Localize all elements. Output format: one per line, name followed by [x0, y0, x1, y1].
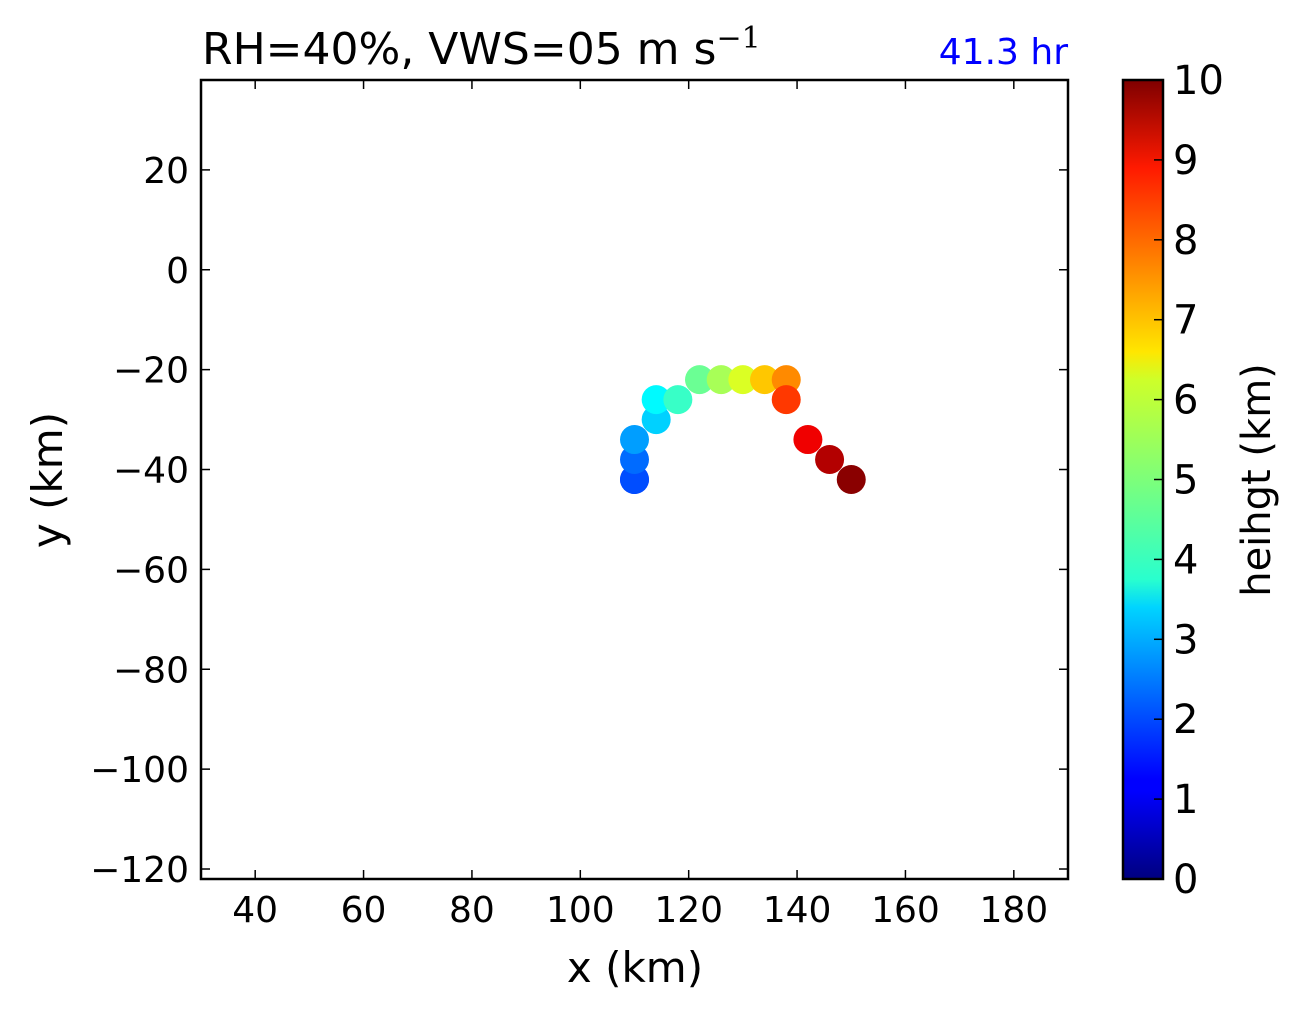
data-point	[663, 385, 693, 415]
x-tick-label: 40	[232, 890, 278, 931]
x-tick-label: 60	[341, 890, 387, 931]
x-tick-label: 100	[546, 890, 615, 931]
colorbar-tick-label: 3	[1173, 617, 1198, 663]
colorbar-tick-label: 1	[1173, 777, 1198, 823]
data-point	[771, 365, 801, 395]
y-axis-title: y (km)	[23, 412, 72, 548]
data-point	[641, 405, 671, 435]
y-tick-label: 20	[143, 151, 189, 192]
chart-title: RH=40%, VWS=05 m s−1	[202, 21, 761, 75]
x-axis-title: x (km)	[567, 943, 703, 992]
time-label: 41.3 hr	[939, 32, 1068, 73]
y-tick-label: −80	[113, 650, 189, 691]
x-tick-label: 120	[654, 890, 723, 931]
colorbar-tick-label: 9	[1173, 138, 1198, 184]
y-tick-label: −100	[90, 750, 189, 791]
data-point	[815, 445, 845, 475]
x-tick-label: 180	[979, 890, 1048, 931]
chart-title-exponent: −1	[716, 21, 760, 56]
x-tick-label: 140	[763, 890, 832, 931]
data-point	[641, 385, 671, 415]
x-tick-label: 160	[871, 890, 940, 931]
y-tick-label: −120	[90, 850, 189, 891]
colorbar-tick-label: 5	[1173, 458, 1198, 504]
y-tick-label: −20	[113, 351, 189, 392]
data-point	[728, 365, 758, 395]
data-point	[750, 365, 780, 395]
colorbar-tick-label: 7	[1173, 298, 1198, 344]
colorbar-tick-label: 0	[1173, 857, 1198, 903]
data-points	[620, 365, 866, 494]
data-point	[620, 445, 649, 475]
data-point	[620, 465, 649, 494]
colorbar-label: heihgt (km)	[1234, 363, 1280, 597]
colorbar-tick-label: 4	[1173, 537, 1198, 583]
data-point	[771, 385, 801, 415]
y-tick-label: 0	[166, 251, 189, 292]
x-tick-label: 80	[449, 890, 495, 931]
data-point	[836, 465, 866, 494]
data-point	[706, 365, 736, 395]
data-point	[620, 425, 649, 455]
y-tick-label: −40	[113, 451, 189, 492]
colorbar-tick-label: 8	[1173, 218, 1198, 264]
chart-title-main: RH=40%, VWS=05 m s	[202, 24, 716, 75]
colorbar-tick-label: 6	[1173, 378, 1198, 424]
y-tick-label: −60	[113, 550, 189, 591]
colorbar-tick-label: 10	[1173, 58, 1224, 104]
axis-ticks: 40 60 80 100 120 140 160 180200−20−40−60−80−100…	[90, 80, 1068, 931]
colorbar-tick-label: 2	[1173, 697, 1198, 743]
colorbar-ticks: 0 1 2 3 4 5 6 7 8 9 10	[1154, 58, 1224, 903]
data-point	[685, 365, 715, 395]
data-point	[793, 425, 823, 455]
